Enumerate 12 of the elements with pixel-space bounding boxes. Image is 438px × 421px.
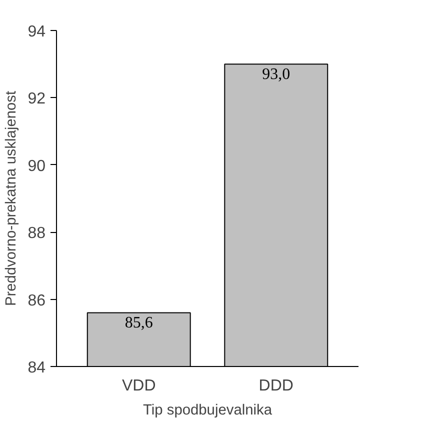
y-tick-label: 90: [28, 158, 46, 175]
y-tick-label: 94: [28, 24, 46, 40]
data-label: 93,0: [262, 66, 290, 84]
x-axis-title: Tip spodbujevalnika: [143, 402, 273, 418]
y-axis-title: Preddvorno-prekatna usklajenost: [4, 90, 20, 306]
data-label: 85,6: [124, 314, 153, 332]
y-tick-label: 86: [28, 292, 46, 310]
x-tick-label: VDD: [122, 378, 156, 394]
y-tick-label: 92: [28, 90, 46, 108]
y-tick-label: 84: [28, 360, 46, 376]
y-tick-label: 88: [28, 225, 46, 242]
x-tick-label: DDD: [258, 378, 294, 394]
